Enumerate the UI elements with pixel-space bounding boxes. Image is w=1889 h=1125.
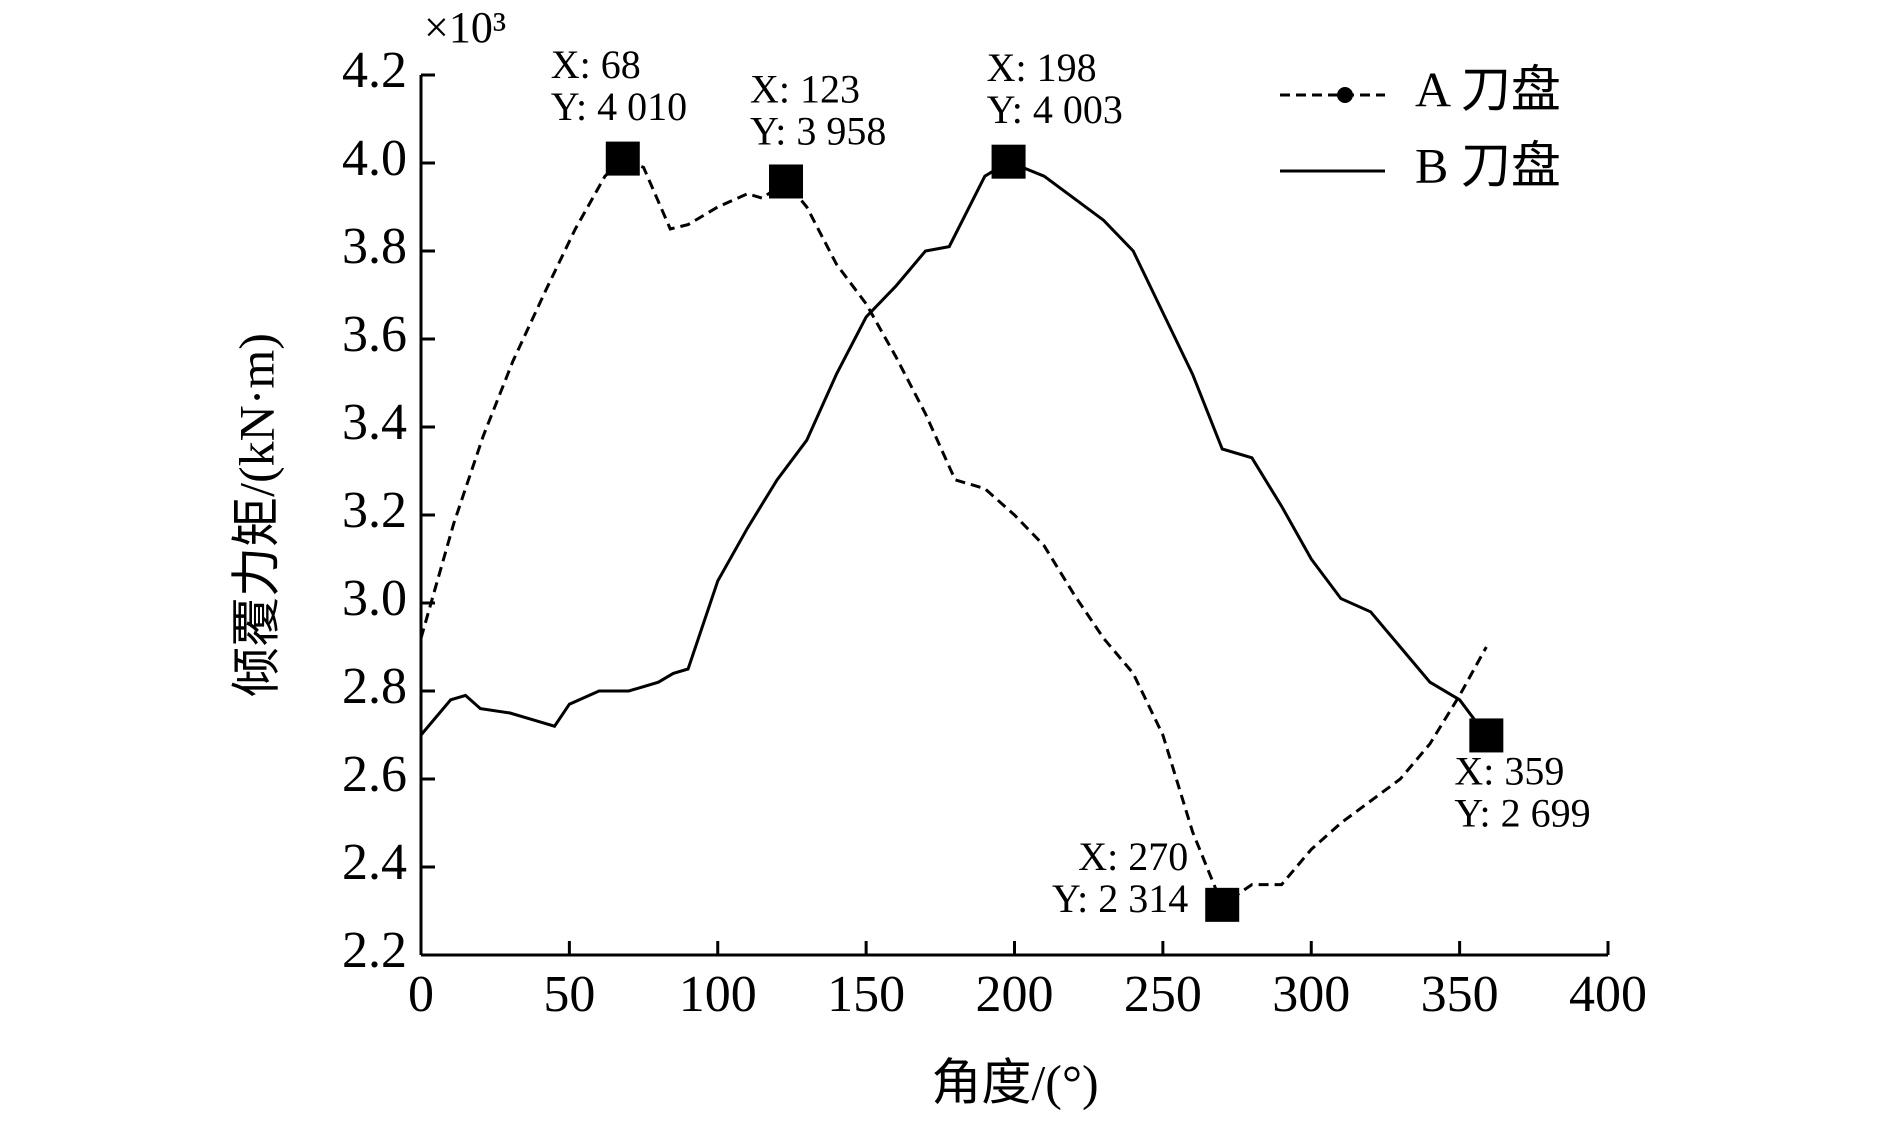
y-tick-label: 3.2	[342, 482, 407, 539]
y-tick-label: 4.0	[342, 130, 407, 187]
y-tick-label: 2.6	[342, 746, 407, 803]
annotation-marker	[1469, 718, 1504, 753]
annotation-y: Y: 2 314	[1052, 876, 1188, 921]
annotation-y: Y: 4 010	[551, 84, 687, 129]
legend-dot	[1337, 87, 1353, 103]
annotation-y: Y: 3 958	[750, 109, 886, 154]
x-tick-label: 100	[679, 966, 757, 1023]
y-axis-label: 倾覆力矩/(kN·m)	[228, 333, 284, 697]
x-tick-label: 200	[976, 966, 1054, 1023]
annotation-x: X: 68	[551, 42, 641, 87]
annotation-y: Y: 4 003	[987, 87, 1123, 132]
annotation-marker	[769, 164, 804, 199]
legend-label: A 刀盘	[1415, 61, 1561, 117]
annotation-x: X: 359	[1454, 749, 1564, 794]
data-line	[419, 156, 1488, 908]
x-tick-label: 300	[1272, 966, 1350, 1023]
x-tick-label: 50	[543, 966, 595, 1023]
y-tick-label: 3.8	[342, 218, 407, 275]
x-axis-label: 角度/(°)	[931, 1054, 1098, 1110]
annotation-marker	[1205, 887, 1240, 922]
annotation-marker	[605, 141, 640, 176]
y-tick-label: 3.4	[342, 394, 407, 451]
data-line	[419, 160, 1488, 737]
x-tick-label: 0	[408, 966, 434, 1023]
legend-label: B 刀盘	[1415, 137, 1561, 193]
annotation-marker	[991, 144, 1026, 179]
y-multiplier: ×10³	[424, 3, 506, 52]
y-tick-label: 3.0	[342, 570, 407, 627]
annotation-x: X: 123	[750, 67, 860, 112]
x-tick-label: 250	[1124, 966, 1202, 1023]
x-tick-label: 350	[1421, 966, 1499, 1023]
x-tick-label: 150	[827, 966, 905, 1023]
annotation-x: X: 198	[987, 45, 1097, 90]
x-tick-label: 400	[1569, 966, 1647, 1023]
y-tick-label: 2.4	[342, 834, 407, 891]
annotation-y: Y: 2 699	[1454, 791, 1590, 836]
y-tick-label: 4.2	[342, 42, 407, 99]
y-tick-label: 3.6	[342, 306, 407, 363]
y-tick-label: 2.8	[342, 658, 407, 715]
y-tick-label: 2.2	[342, 922, 407, 979]
annotation-x: X: 270	[1078, 834, 1188, 879]
